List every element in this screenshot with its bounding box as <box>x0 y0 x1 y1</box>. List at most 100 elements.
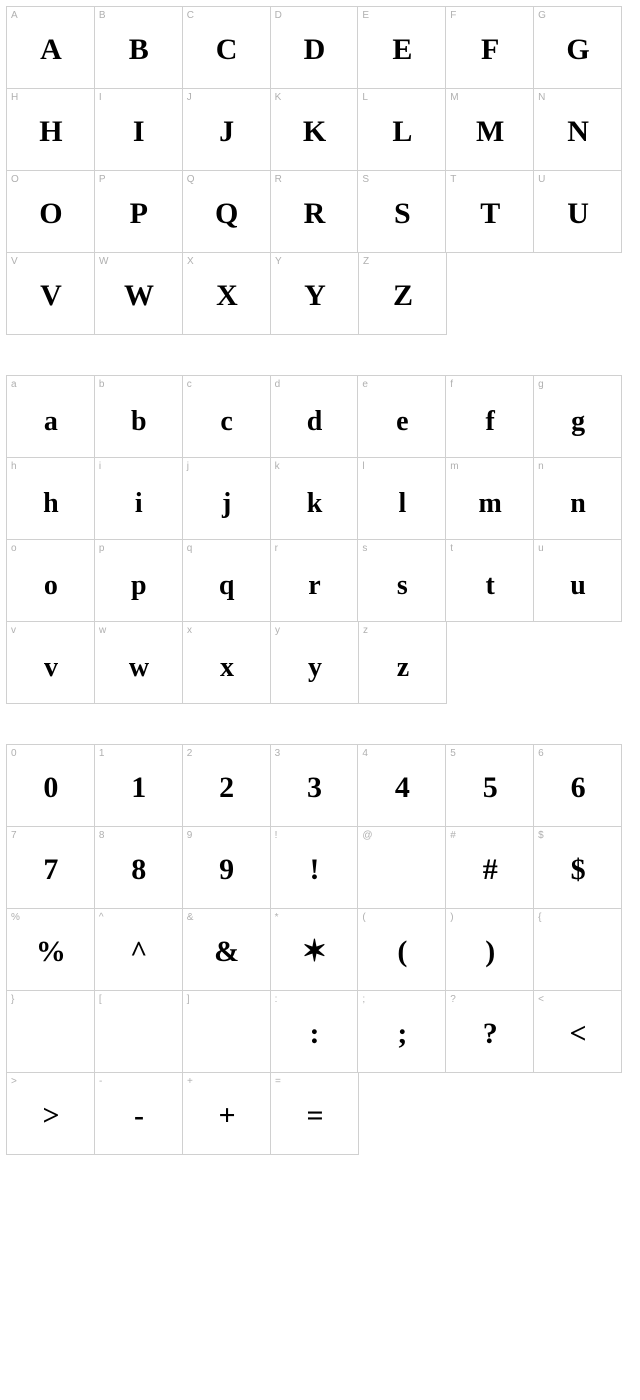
glyph-char: ) <box>485 937 494 967</box>
glyph-label: O <box>11 174 19 185</box>
glyph-label: J <box>187 92 192 103</box>
glyph-cell: OO <box>7 171 95 253</box>
glyph-cell: FF <box>446 7 534 89</box>
glyph-char: A <box>40 35 61 65</box>
glyph-cell: && <box>183 909 271 991</box>
glyph-label: 4 <box>362 748 368 759</box>
glyph-char: l <box>398 490 405 518</box>
glyph-char: % <box>36 937 65 967</box>
glyph-label: Y <box>275 256 282 267</box>
glyph-cell: %% <box>7 909 95 991</box>
glyph-char: 2 <box>219 773 233 803</box>
glyph-char: o <box>44 572 57 600</box>
glyph-cell: 99 <box>183 827 271 909</box>
glyph-cell: ] <box>183 991 271 1073</box>
glyph-char: m <box>479 490 501 518</box>
glyph-label: W <box>99 256 108 267</box>
glyph-char: O <box>39 199 61 229</box>
glyph-char: i <box>135 490 142 518</box>
glyph-label: y <box>275 625 280 636</box>
glyph-char: z <box>397 654 408 682</box>
glyph-cell: ## <box>446 827 534 909</box>
glyph-char: X <box>216 281 237 311</box>
glyph-char: P <box>130 199 147 229</box>
glyph-char: ; <box>397 1019 406 1049</box>
glyph-label: L <box>362 92 368 103</box>
glyph-char: r <box>308 572 319 600</box>
glyph-char: s <box>397 572 407 600</box>
glyph-label: + <box>187 1076 193 1087</box>
glyph-char: Q <box>215 199 237 229</box>
glyph-char: 7 <box>43 855 57 885</box>
glyph-label: w <box>99 625 106 636</box>
glyph-char: x <box>220 654 233 682</box>
glyph-char: & <box>214 937 238 967</box>
glyph-cell: 66 <box>534 745 622 827</box>
glyph-label: k <box>275 461 280 472</box>
glyph-char: V <box>40 281 61 311</box>
charmap-grid: AABBCCDDEEFFGGHHIIJJKKLLMMNNOOPPQQRRSSTT… <box>6 6 622 253</box>
glyph-label: e <box>362 379 368 390</box>
glyph-cell: kk <box>271 458 359 540</box>
charmap-grid-partial: vvwwxxyyzz <box>6 622 446 704</box>
glyph-cell: qq <box>183 540 271 622</box>
glyph-label: : <box>275 994 278 1005</box>
glyph-char: N <box>567 117 588 147</box>
glyph-cell: ff <box>446 376 534 458</box>
glyph-cell: bb <box>95 376 183 458</box>
glyph-cell: HH <box>7 89 95 171</box>
glyph-cell: mm <box>446 458 534 540</box>
glyph-cell: BB <box>95 7 183 89</box>
glyph-cell: ww <box>95 622 183 704</box>
glyph-label: f <box>450 379 453 390</box>
glyph-cell: zz <box>359 622 447 704</box>
glyph-label: N <box>538 92 545 103</box>
glyph-char: h <box>43 490 58 518</box>
glyph-char: D <box>304 35 325 65</box>
glyph-label: p <box>99 543 105 554</box>
glyph-cell: [ <box>95 991 183 1073</box>
glyph-label: q <box>187 543 193 554</box>
charmap-grid: 00112233445566778899!!@##$$%%^^&&*✶(()){… <box>6 744 622 1073</box>
glyph-label: 5 <box>450 748 456 759</box>
glyph-char: - <box>134 1101 143 1131</box>
glyph-cell: dd <box>271 376 359 458</box>
glyph-cell: GG <box>534 7 622 89</box>
glyph-label: H <box>11 92 18 103</box>
glyph-label: z <box>363 625 368 636</box>
glyph-label: t <box>450 543 453 554</box>
glyph-cell: JJ <box>183 89 271 171</box>
glyph-cell: ;; <box>358 991 446 1073</box>
glyph-char: H <box>39 117 61 147</box>
glyph-char: a <box>44 408 57 436</box>
glyph-char: K <box>303 117 325 147</box>
glyph-label: R <box>275 174 282 185</box>
glyph-label: n <box>538 461 544 472</box>
glyph-cell: ll <box>358 458 446 540</box>
glyph-cell: :: <box>271 991 359 1073</box>
glyph-label: $ <box>538 830 544 841</box>
glyph-cell: aa <box>7 376 95 458</box>
glyph-label: 3 <box>275 748 281 759</box>
glyph-cell: II <box>95 89 183 171</box>
glyph-char: f <box>486 408 494 436</box>
glyph-label: u <box>538 543 544 554</box>
glyph-char: < <box>570 1019 586 1049</box>
glyph-char: : <box>309 1019 318 1049</box>
glyph-char: 3 <box>307 773 321 803</box>
glyph-label: 1 <box>99 748 105 759</box>
glyph-label: h <box>11 461 17 472</box>
glyph-char: L <box>392 117 411 147</box>
glyph-char: 0 <box>43 773 57 803</box>
glyph-label: V <box>11 256 18 267</box>
glyph-char: M <box>476 117 503 147</box>
glyph-cell: 88 <box>95 827 183 909</box>
glyph-cell: 55 <box>446 745 534 827</box>
glyph-char: j <box>222 490 230 518</box>
glyph-cell: uu <box>534 540 622 622</box>
glyph-cell: jj <box>183 458 271 540</box>
glyph-char: I <box>133 117 144 147</box>
glyph-label: @ <box>362 830 372 841</box>
glyph-cell: AA <box>7 7 95 89</box>
glyph-char: Z <box>393 281 412 311</box>
